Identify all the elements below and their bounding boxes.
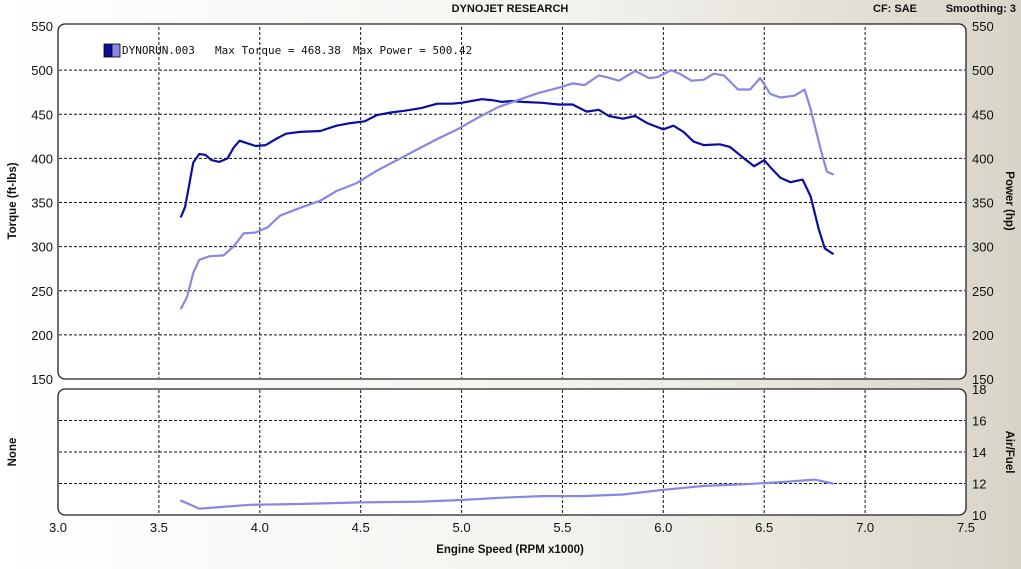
legend-run-name: DYNORUN.003 bbox=[122, 44, 195, 57]
x-tick-label: 7.5 bbox=[957, 520, 975, 535]
power-curve bbox=[180, 69, 834, 310]
x-tick-label: 3.5 bbox=[150, 520, 168, 535]
y-tick-label-right: 550 bbox=[972, 19, 994, 34]
y-tick-label-left: 450 bbox=[31, 107, 53, 122]
y-tick-label-right: 450 bbox=[972, 107, 994, 122]
legend-max-torque: Max Torque = 468.38 bbox=[215, 44, 341, 57]
top-plot-background bbox=[57, 23, 967, 380]
bottom-grid bbox=[59, 390, 965, 514]
y-tick-label-right: 300 bbox=[972, 240, 994, 255]
x-tick-labels: 3.0 3.5 4.0 4.5 5.0 5.5 6.0 6.5 7.0 7.5 bbox=[49, 520, 975, 535]
top-grid bbox=[59, 27, 965, 378]
y-tick-label-left: 350 bbox=[31, 196, 53, 211]
afr-curve bbox=[180, 478, 834, 510]
x-tick-label: 6.5 bbox=[755, 520, 773, 535]
y-tick-label-right: 350 bbox=[972, 196, 994, 211]
y-tick-label-right: 400 bbox=[972, 151, 994, 166]
top-series-group bbox=[180, 69, 834, 310]
legend[interactable]: DYNORUN.003 Max Torque = 468.38 Max Powe… bbox=[103, 43, 472, 58]
bottom-series-group bbox=[180, 478, 834, 510]
x-axis-label: Engine Speed (RPM x1000) bbox=[436, 544, 584, 556]
y-tick-label-left: 250 bbox=[31, 284, 53, 299]
y-axis-label-none: None bbox=[7, 438, 19, 467]
x-tick-label: 5.0 bbox=[453, 520, 471, 535]
y-tick-label-right: 10 bbox=[972, 508, 986, 523]
legend-swatch-power bbox=[111, 43, 121, 58]
bottom-y-tick-labels: 10 12 14 16 18 bbox=[972, 382, 986, 523]
y-tick-label-left: 200 bbox=[31, 328, 53, 343]
y-tick-label-right: 16 bbox=[972, 414, 986, 429]
x-tick-label: 6.0 bbox=[654, 520, 672, 535]
legend-max-power: Max Power = 500.42 bbox=[353, 44, 472, 57]
top-y-tick-labels: 150 150 200 200 250 250 300 300 350 350 400 400 450 4… bbox=[31, 19, 993, 387]
chart-title: DYNOJET RESEARCH bbox=[452, 3, 569, 15]
smoothing-label: Smoothing: 3 bbox=[946, 3, 1016, 15]
correction-factor-label: CF: SAE bbox=[873, 3, 917, 15]
y-tick-label-right: 200 bbox=[972, 328, 994, 343]
y-tick-label-left: 550 bbox=[31, 19, 53, 34]
x-tick-label: 4.0 bbox=[251, 520, 269, 535]
y-tick-label-right: 250 bbox=[972, 284, 994, 299]
y-tick-label-right: 150 bbox=[972, 372, 994, 387]
y-axis-label-power: Power (hp) bbox=[1003, 171, 1015, 231]
y-tick-label-left: 400 bbox=[31, 151, 53, 166]
y-tick-label-left: 500 bbox=[31, 63, 53, 78]
y-tick-label-left: 150 bbox=[31, 372, 53, 387]
y-tick-label-right: 18 bbox=[972, 382, 986, 397]
y-tick-label-right: 14 bbox=[972, 445, 986, 460]
x-tick-label: 5.5 bbox=[553, 520, 571, 535]
air-fuel-panel: 10 12 14 16 18 None Air/Fuel bbox=[7, 382, 1015, 523]
y-tick-label-right: 500 bbox=[972, 63, 994, 78]
y-tick-label-left: 300 bbox=[31, 240, 53, 255]
legend-swatch-torque bbox=[103, 43, 113, 58]
torque-curve bbox=[180, 98, 834, 255]
x-tick-label: 7.0 bbox=[856, 520, 874, 535]
x-tick-label: 3.0 bbox=[49, 520, 67, 535]
y-tick-label-right: 12 bbox=[972, 477, 986, 492]
torque-power-panel: 150 150 200 200 250 250 300 300 350 350 400 400 450 4… bbox=[7, 19, 1015, 387]
y-axis-label-torque: Torque (ft-lbs) bbox=[7, 162, 19, 239]
y-axis-label-air-fuel: Air/Fuel bbox=[1003, 431, 1015, 474]
x-tick-label: 4.5 bbox=[352, 520, 370, 535]
